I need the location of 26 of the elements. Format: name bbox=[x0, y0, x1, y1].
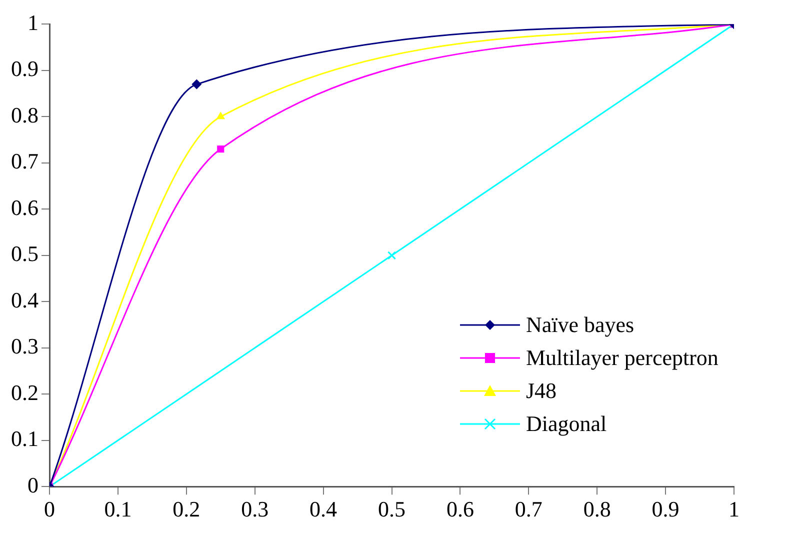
x-tick-label: 0.2 bbox=[172, 496, 200, 522]
y-tick-label: 0.2 bbox=[11, 380, 38, 405]
x-tick-label: 0.4 bbox=[310, 496, 338, 522]
y-tick-label: 0 bbox=[28, 472, 38, 498]
x-tick-label: 0.7 bbox=[514, 496, 542, 522]
legend-label: Diagonal bbox=[526, 410, 607, 436]
y-tick-label: 0.9 bbox=[11, 56, 38, 82]
legend-label: J48 bbox=[526, 378, 557, 404]
y-tick-label: 0.8 bbox=[11, 102, 38, 128]
y-tick-label: 0.5 bbox=[11, 241, 38, 266]
y-tick-label: 1 bbox=[28, 10, 38, 35]
y-tick-label: 0.1 bbox=[11, 426, 38, 452]
y-tick-label: 0.3 bbox=[11, 334, 38, 359]
x-tick-label: 0.6 bbox=[446, 496, 474, 522]
y-tick-label: 0.7 bbox=[11, 148, 38, 174]
y-tick-label: 0.4 bbox=[11, 287, 38, 312]
x-tick-label: 0.5 bbox=[378, 496, 406, 522]
x-tick-label: 0.9 bbox=[652, 496, 680, 522]
x-tick-label: 1 bbox=[728, 496, 740, 522]
legend-label: Naïve bayes bbox=[526, 312, 634, 338]
y-tick-label: 0.6 bbox=[11, 194, 38, 220]
legend-label: Multilayer perceptron bbox=[526, 344, 718, 370]
x-tick-label: 0.1 bbox=[104, 496, 132, 522]
x-tick-label: 0 bbox=[44, 496, 55, 522]
x-tick-label: 0.3 bbox=[241, 496, 269, 522]
x-tick-label: 0.8 bbox=[583, 496, 611, 522]
